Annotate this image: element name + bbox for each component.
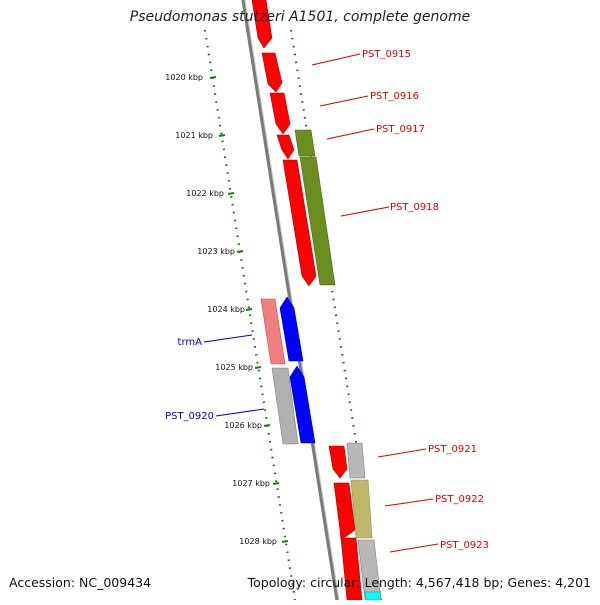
ruler-tick bbox=[227, 192, 235, 195]
label-line-pst-0920 bbox=[215, 408, 265, 417]
ruler-tick bbox=[254, 366, 262, 369]
map-title: Pseudomonas stutzeri A1501, complete gen… bbox=[129, 9, 471, 25]
gene-label-pst-0920[interactable]: PST_0920 bbox=[165, 411, 214, 422]
gene-pst-0917[interactable] bbox=[294, 129, 316, 157]
gene-cyan[interactable] bbox=[364, 591, 382, 601]
ruler-label: 1024 kbp bbox=[207, 305, 245, 314]
ruler-label: 1023 kbp bbox=[197, 247, 235, 256]
label-line-pst-0921 bbox=[377, 448, 427, 458]
ruler-label: 1027 kbp bbox=[232, 479, 270, 488]
ruler-labels: 1020 kbp 1021 kbp 1022 kbp 1023 kbp 1024… bbox=[165, 73, 277, 546]
gene-label-pst-0918[interactable]: PST_0918 bbox=[390, 202, 439, 213]
accession-text: Accession: NC_009434 bbox=[9, 575, 152, 590]
gene-label-pst-0921[interactable]: PST_0921 bbox=[428, 444, 477, 455]
ruler-label: 1028 kbp bbox=[239, 537, 277, 546]
genes-forward bbox=[251, 0, 382, 601]
gene-pst-0915-top[interactable] bbox=[251, 0, 273, 49]
label-line-pst-0916 bbox=[319, 95, 369, 107]
ruler-ticks bbox=[209, 76, 289, 543]
gene-label-pst-0916[interactable]: PST_0916 bbox=[370, 91, 419, 102]
gene-label-pst-0915[interactable]: PST_0915 bbox=[362, 49, 411, 60]
ruler-label: 1025 kbp bbox=[215, 363, 253, 372]
gene-pst-0920[interactable] bbox=[271, 367, 299, 445]
gene-pst-0922[interactable] bbox=[350, 479, 373, 539]
ruler-label: 1020 kbp bbox=[165, 73, 203, 82]
gene-label-pst-0917[interactable]: PST_0917 bbox=[376, 124, 425, 135]
ruler-label: 1022 kbp bbox=[186, 189, 224, 198]
gene-blue-2[interactable] bbox=[289, 365, 316, 444]
genome-summary-text: Topology: circular; Length: 4,567,418 bp… bbox=[247, 575, 591, 590]
ruler-tick bbox=[236, 250, 244, 253]
gene-label-trma[interactable]: trmA bbox=[178, 337, 203, 348]
gene-pst-0918-red[interactable] bbox=[282, 159, 317, 287]
ruler-tick bbox=[263, 424, 271, 427]
ruler-label: 1021 kbp bbox=[175, 131, 213, 140]
gene-pst-0923[interactable] bbox=[357, 539, 382, 601]
label-line-pst-0923 bbox=[389, 543, 439, 553]
label-line-pst-0917 bbox=[326, 128, 375, 140]
genome-backbone-highlight bbox=[244, 0, 340, 601]
gene-pst-0916[interactable] bbox=[269, 92, 291, 135]
gene-pst-0917-red[interactable] bbox=[276, 134, 295, 160]
gene-label-pst-0923[interactable]: PST_0923 bbox=[440, 540, 489, 551]
gene-pst-0918[interactable] bbox=[299, 156, 336, 286]
ruler-tick bbox=[209, 76, 217, 79]
gene-pst-0922-red[interactable] bbox=[333, 482, 356, 541]
ruler-tick bbox=[218, 134, 226, 137]
ruler-tick bbox=[245, 308, 253, 311]
genome-backbone bbox=[241, 0, 339, 601]
label-lines bbox=[203, 53, 439, 553]
ruler-label: 1026 kbp bbox=[224, 421, 262, 430]
gene-pst-0921-red[interactable] bbox=[328, 445, 348, 479]
gene-pst-0915[interactable] bbox=[261, 52, 283, 93]
label-line-pst-0922 bbox=[384, 498, 434, 507]
ruler-tick bbox=[281, 540, 289, 543]
gene-label-pst-0922[interactable]: PST_0922 bbox=[435, 494, 484, 505]
label-line-trma bbox=[203, 334, 253, 343]
gene-blue-1[interactable] bbox=[279, 296, 304, 362]
ruler-tick bbox=[272, 482, 280, 485]
left-ruler-line bbox=[203, 29, 297, 601]
gene-label-group: PST_0915 PST_0916 PST_0917 PST_0918 trmA… bbox=[165, 49, 489, 551]
gene-trma[interactable] bbox=[260, 298, 286, 365]
gene-pst-0921[interactable] bbox=[346, 442, 366, 479]
label-line-pst-0915 bbox=[311, 53, 361, 66]
label-line-pst-0918 bbox=[340, 206, 390, 217]
